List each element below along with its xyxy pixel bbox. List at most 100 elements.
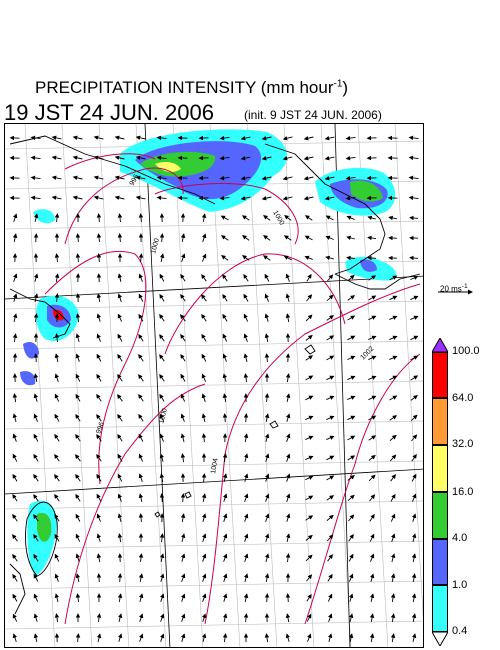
wind-arrow bbox=[139, 613, 144, 622]
precip-area-east-core bbox=[360, 259, 377, 272]
wind-arrow bbox=[75, 473, 81, 482]
wind-arrow bbox=[264, 633, 270, 643]
wind-arrow bbox=[33, 494, 39, 502]
wind-arrow bbox=[12, 393, 18, 403]
wind-arrow bbox=[222, 393, 228, 402]
wind-arrow bbox=[389, 415, 398, 421]
wind-arrow bbox=[347, 395, 356, 401]
wind-arrow bbox=[222, 313, 228, 322]
wind-arrow bbox=[283, 255, 292, 261]
wind-arrow bbox=[117, 293, 122, 302]
wind-arrow bbox=[12, 553, 18, 562]
wind-arrow bbox=[243, 313, 249, 322]
colorbar-tick: 32.0 bbox=[452, 438, 474, 450]
grid-line bbox=[394, 124, 423, 620]
wind-arrow bbox=[409, 255, 419, 261]
wind-arrow bbox=[117, 493, 122, 502]
wind-arrow bbox=[327, 633, 333, 643]
wind-arrow bbox=[411, 553, 417, 562]
wind-arrow bbox=[96, 273, 102, 283]
grid-line bbox=[320, 124, 352, 647]
wind-arrow bbox=[219, 175, 230, 181]
wind-arrow bbox=[54, 613, 60, 623]
wind-arrow bbox=[117, 433, 123, 442]
wind-arrow bbox=[389, 355, 398, 361]
wind-arrow bbox=[51, 195, 62, 201]
wind-arrow bbox=[326, 475, 335, 481]
major-grid-line bbox=[334, 124, 351, 647]
wind-arrow bbox=[75, 353, 80, 362]
wind-arrow bbox=[138, 433, 144, 442]
wind-arrow bbox=[138, 593, 144, 603]
wind-arrow bbox=[222, 613, 228, 623]
wind-arrow bbox=[117, 233, 123, 243]
wind-arrow bbox=[54, 273, 60, 282]
wind-arrow bbox=[282, 156, 293, 161]
wind-arrow bbox=[390, 513, 396, 522]
wind-arrow bbox=[202, 573, 207, 582]
wind-arrow bbox=[261, 136, 272, 141]
wind-arrow bbox=[219, 135, 230, 141]
wind-arrow bbox=[117, 593, 123, 602]
wind-arrow bbox=[411, 453, 417, 462]
wind-arrow bbox=[135, 135, 146, 141]
wind-arrow bbox=[159, 253, 165, 263]
precip-area-ryukyu-2 bbox=[20, 371, 36, 386]
wind-arrow bbox=[75, 313, 81, 323]
wind-arrow bbox=[156, 155, 167, 161]
wind-arrow bbox=[282, 136, 293, 141]
wind-arrow bbox=[117, 533, 123, 543]
wind-arrow bbox=[326, 315, 334, 321]
wind-arrow bbox=[96, 333, 102, 342]
wind-arrow bbox=[411, 573, 417, 582]
wind-arrow bbox=[33, 433, 39, 442]
wind-arrow bbox=[285, 373, 291, 383]
wind-arrow bbox=[305, 534, 313, 541]
wind-arrow bbox=[33, 293, 39, 303]
wind-arrow bbox=[347, 435, 356, 441]
wind-arrow bbox=[242, 235, 250, 241]
wind-arrow bbox=[180, 433, 186, 443]
wind-arrow bbox=[75, 553, 80, 562]
wind-arrow bbox=[369, 533, 375, 542]
wind-arrow bbox=[390, 633, 396, 642]
wind-arrow bbox=[410, 414, 418, 422]
wind-arrow bbox=[306, 574, 313, 582]
wind-arrow bbox=[159, 354, 165, 362]
wind-arrow bbox=[411, 633, 417, 643]
wind-arrow bbox=[33, 413, 39, 422]
wind-arrow bbox=[286, 493, 291, 502]
wind-arrow bbox=[181, 573, 186, 582]
wind-arrow bbox=[411, 473, 417, 482]
wind-arrow bbox=[243, 353, 249, 363]
colorbar-tick: 64.0 bbox=[452, 392, 474, 404]
wind-arrow bbox=[93, 155, 104, 160]
wind-arrow bbox=[33, 273, 39, 282]
wind-arrow bbox=[368, 435, 377, 441]
wind-arrow bbox=[348, 533, 354, 542]
wind-arrow bbox=[180, 453, 186, 463]
wind-arrow bbox=[12, 513, 18, 522]
wind-arrow bbox=[285, 413, 291, 422]
wind-arrow bbox=[264, 573, 270, 582]
wind-arrow bbox=[160, 593, 165, 602]
wind-arrow bbox=[264, 553, 270, 563]
wind-arrow bbox=[411, 593, 417, 602]
wind-arrow bbox=[222, 293, 228, 302]
wind-arrow bbox=[368, 355, 377, 361]
wind-arrow bbox=[369, 633, 375, 642]
isobar-label: 996 bbox=[95, 421, 106, 434]
map-canvas: 996 1000 1000 996 1004 1002 1000 bbox=[5, 124, 423, 647]
isobar-1000-center bbox=[164, 253, 346, 355]
wind-arrow bbox=[75, 233, 81, 243]
wind-arrow bbox=[264, 533, 270, 542]
wind-arrow bbox=[222, 373, 228, 382]
wind-arrow bbox=[12, 233, 18, 242]
colorbar-bottom-triangle bbox=[432, 632, 448, 646]
wind-arrow bbox=[285, 613, 291, 622]
wind-arrow bbox=[347, 415, 356, 421]
wind-arrow bbox=[180, 353, 186, 362]
wind-arrow bbox=[324, 195, 335, 201]
wind-arrow bbox=[369, 573, 375, 582]
wind-arrow bbox=[347, 375, 356, 381]
